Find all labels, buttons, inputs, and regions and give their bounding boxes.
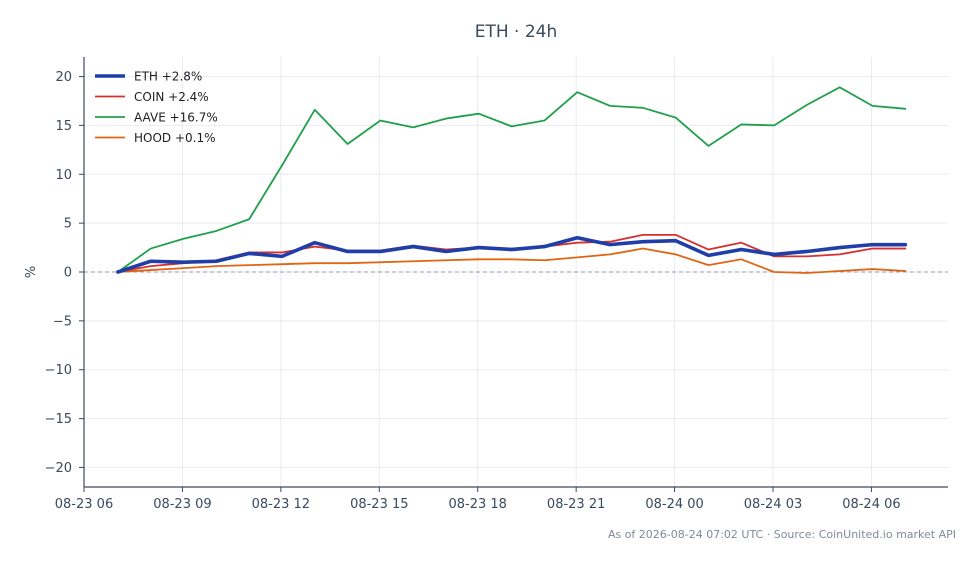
source-footer: As of 2026-08-24 07:02 UTC · Source: Coi… <box>608 528 956 541</box>
y-tick-label: 0 <box>64 266 72 281</box>
y-tick-label: −10 <box>45 363 72 378</box>
y-tick-label: 15 <box>55 119 72 134</box>
x-tick-label: 08-23 06 <box>55 497 113 512</box>
x-tick-label: 08-23 09 <box>153 497 211 512</box>
y-tick-label: 10 <box>55 168 72 183</box>
legend-label: COIN +2.4% <box>134 90 209 104</box>
y-tick-label: −5 <box>53 314 72 329</box>
y-tick-label: 20 <box>55 70 72 85</box>
x-tick-label: 08-23 21 <box>547 497 605 512</box>
y-tick-label: −15 <box>45 412 72 427</box>
x-tick-label: 08-23 12 <box>252 497 310 512</box>
x-tick-label: 08-24 06 <box>842 497 900 512</box>
y-tick-label: −20 <box>45 461 72 476</box>
legend-label: ETH +2.8% <box>134 70 202 84</box>
x-tick-label: 08-24 03 <box>744 497 802 512</box>
axes <box>79 57 948 492</box>
legend: ETH +2.8% COIN +2.4% AAVE +16.7% HOOD +0.1% <box>95 70 218 145</box>
x-tick-label: 08-23 18 <box>448 497 506 512</box>
x-tick-label: 08-24 00 <box>645 497 703 512</box>
x-tick-labels: 08-23 06 08-23 09 08-23 12 08-23 15 08-23 18… <box>55 497 901 512</box>
x-tick-label: 08-23 15 <box>350 497 408 512</box>
legend-label: HOOD +0.1% <box>134 131 216 145</box>
series-lines <box>116 86 908 274</box>
y-tick-label: 5 <box>64 217 72 232</box>
series-line-aave <box>117 86 907 273</box>
series-line-hood <box>117 247 907 274</box>
chart-title: ETH · 24h <box>475 22 558 42</box>
series-line-eth <box>116 236 908 274</box>
legend-label: AAVE +16.7% <box>134 111 218 125</box>
y-tick-labels: −20 −15 −10 −5 0 5 10 15 20 <box>45 70 72 476</box>
y-axis-label: % <box>24 266 39 278</box>
